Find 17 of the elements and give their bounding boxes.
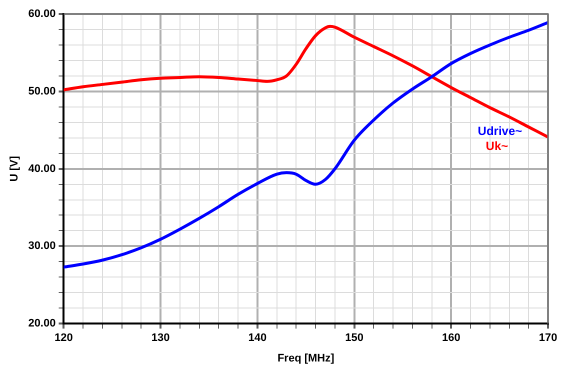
y-tick-label: 50.00	[28, 85, 56, 98]
x-tick-label: 120	[54, 332, 73, 344]
x-tick-label: 130	[151, 332, 170, 344]
y-tick-label: 40.00	[28, 162, 56, 175]
x-tick-label: 150	[345, 332, 364, 344]
y-tick-label: 60.00	[28, 8, 56, 20]
text: Udrive~	[478, 124, 522, 138]
x-tick-label: 140	[248, 332, 267, 344]
series-label: Uk~	[486, 138, 508, 153]
line-series	[64, 24, 548, 139]
x-axis-title: Freq [MHz]	[277, 352, 335, 364]
y-tick-label: 30.00	[28, 240, 56, 252]
x-tick-label: 170	[538, 332, 558, 344]
y-axis-title: U [V]	[8, 156, 21, 182]
line-series	[64, 21, 548, 269]
x-tick-label: 160	[442, 332, 460, 344]
y-tick-label: 20.00	[28, 318, 56, 330]
